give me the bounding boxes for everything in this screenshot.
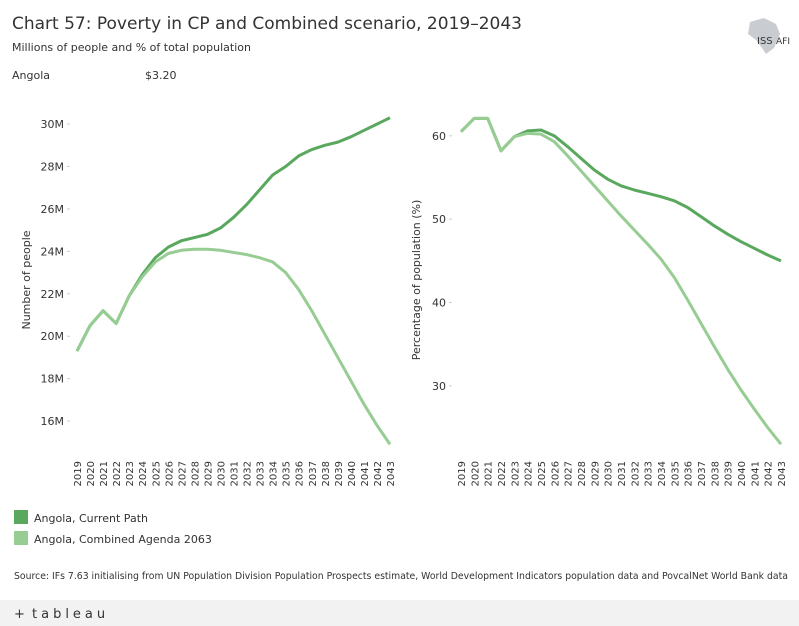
y-tick-label: 50 <box>432 213 446 226</box>
x-tick-label: 2041 <box>360 461 371 486</box>
x-tick-label: 2040 <box>347 461 358 486</box>
x-tick-label: 2019 <box>457 461 468 486</box>
x-tick-label: 2031 <box>230 461 241 486</box>
footer-bar <box>0 600 799 626</box>
source: Source: IFs 7.63 initialising from UN Po… <box>14 571 788 582</box>
x-tick-label: 2019 <box>73 461 84 486</box>
y-tick-label: 60 <box>432 130 446 143</box>
y-tick-label: 18M <box>41 373 65 386</box>
x-tick-label: 2033 <box>256 461 267 486</box>
series-line <box>459 116 782 263</box>
svg-text:AFI: AFI <box>776 37 790 47</box>
y-tick-label: 30M <box>41 118 65 131</box>
x-tick-label: 2026 <box>550 461 561 486</box>
x-tick-label: 2041 <box>750 461 761 486</box>
y-axis-label: Number of people <box>20 230 33 329</box>
x-tick-label: 2035 <box>670 461 681 486</box>
x-tick-label: 2026 <box>164 461 175 486</box>
y-tick-label: 28M <box>41 161 65 174</box>
y-tick-label: 16M <box>41 415 65 428</box>
series-line <box>459 116 783 446</box>
x-tick-label: 2021 <box>99 461 110 486</box>
x-tick-label: 2037 <box>697 461 708 486</box>
legend-swatch <box>14 510 28 524</box>
x-tick-label: 2032 <box>630 461 641 486</box>
x-tick-label: 2039 <box>334 461 345 486</box>
x-tick-label: 2043 <box>777 461 788 486</box>
series-line <box>75 247 392 446</box>
x-tick-label: 2034 <box>657 461 668 486</box>
x-tick-label: 2027 <box>564 461 575 486</box>
brand[interactable]: + <box>14 607 29 622</box>
legend-label: Angola, Combined Agenda 2063 <box>34 533 212 546</box>
x-tick-label: 2042 <box>373 461 384 486</box>
logo: ISS AFI <box>748 18 790 54</box>
legend-swatch <box>14 531 28 545</box>
x-tick-label: 2023 <box>125 461 136 486</box>
x-tick-label: 2043 <box>386 461 397 486</box>
svg-text:ISS: ISS <box>757 36 773 47</box>
y-tick-label: 40 <box>432 297 446 310</box>
x-tick-label: 2022 <box>112 461 123 486</box>
x-tick-label: 2025 <box>537 461 548 486</box>
y-tick-label: 22M <box>41 288 65 301</box>
x-tick-label: 2024 <box>524 461 535 486</box>
subtitle: Millions of people and % of total popula… <box>12 41 251 54</box>
x-tick-label: 2029 <box>590 461 601 486</box>
x-tick-label: 2027 <box>177 461 188 486</box>
x-tick-label: 2023 <box>510 461 521 486</box>
x-tick-label: 2035 <box>282 461 293 486</box>
x-tick-label: 2042 <box>764 461 775 486</box>
chart-title: Chart 57: Poverty in CP and Combined sce… <box>12 14 522 34</box>
y-tick-label: 20M <box>41 330 65 343</box>
x-tick-label: 2039 <box>724 461 735 486</box>
x-tick-label: 2024 <box>138 461 149 486</box>
x-tick-label: 2021 <box>484 461 495 486</box>
x-tick-label: 2030 <box>216 461 227 486</box>
x-tick-label: 2028 <box>577 461 588 486</box>
series-line <box>75 116 391 352</box>
x-tick-label: 2040 <box>737 461 748 486</box>
x-tick-label: 2032 <box>243 461 254 486</box>
y-tick-label: 24M <box>41 245 65 258</box>
x-tick-label: 2038 <box>710 461 721 486</box>
legend-label: Angola, Current Path <box>34 512 148 525</box>
x-tick-label: 2020 <box>470 461 481 486</box>
x-tick-label: 2038 <box>321 461 332 486</box>
brand[interactable]: tableau <box>32 607 109 622</box>
x-tick-label: 2036 <box>684 461 695 486</box>
x-tick-label: 2029 <box>203 461 214 486</box>
x-tick-label: 2028 <box>190 461 201 486</box>
x-tick-label: 2022 <box>497 461 508 486</box>
x-tick-label: 2034 <box>269 461 280 486</box>
x-tick-label: 2037 <box>308 461 319 486</box>
y-tick-label: 30 <box>432 380 446 393</box>
country-filter[interactable]: Angola <box>12 69 50 82</box>
x-tick-label: 2031 <box>617 461 628 486</box>
y-tick-label: 26M <box>41 203 65 216</box>
x-tick-label: 2036 <box>295 461 306 486</box>
poverty-line-filter[interactable]: $3.20 <box>145 69 177 82</box>
x-tick-label: 2030 <box>604 461 615 486</box>
x-tick-label: 2033 <box>644 461 655 486</box>
y-axis-label: Percentage of population (%) <box>410 200 423 361</box>
x-tick-label: 2020 <box>86 461 97 486</box>
x-tick-label: 2025 <box>151 461 162 486</box>
